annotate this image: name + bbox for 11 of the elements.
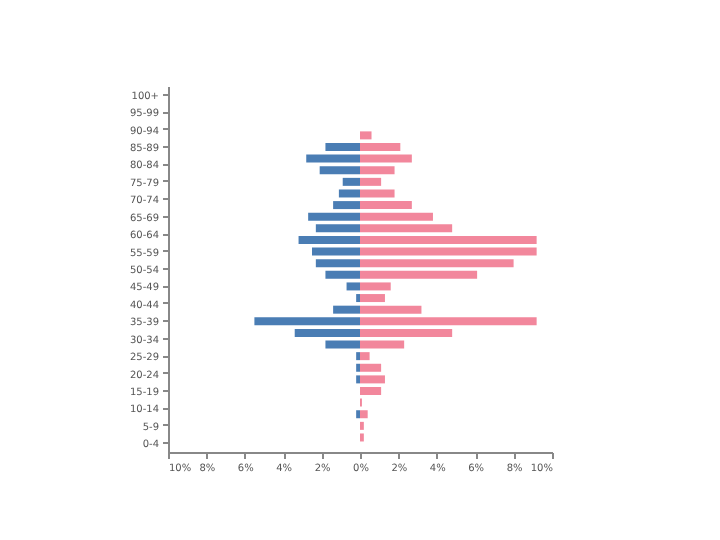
- bar: [360, 294, 385, 303]
- bar: [298, 235, 360, 244]
- bar: [360, 328, 453, 337]
- bar: [360, 131, 372, 140]
- bar: [360, 387, 382, 395]
- bar: [360, 235, 537, 244]
- bar: [360, 143, 401, 151]
- bar: [325, 143, 360, 151]
- bar: [360, 201, 412, 210]
- bar: [333, 201, 360, 210]
- bar: [294, 328, 360, 337]
